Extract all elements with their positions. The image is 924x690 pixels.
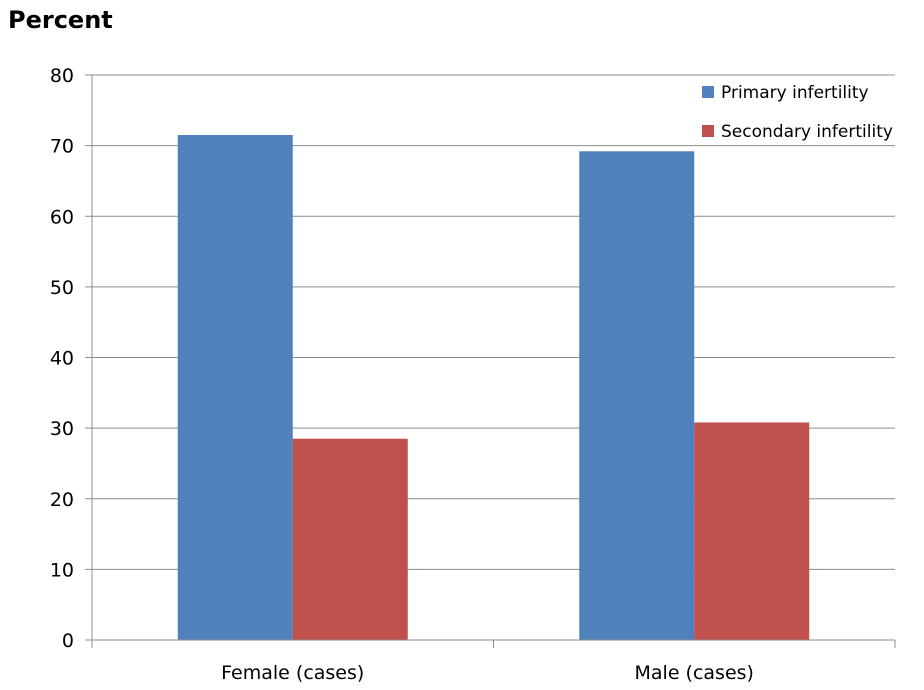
- legend-swatch: [702, 86, 714, 98]
- axes: [91, 75, 896, 648]
- legend-label: Primary infertility: [721, 83, 869, 103]
- y-tick-label: 50: [50, 277, 74, 299]
- y-tick-label: 60: [50, 206, 74, 228]
- y-tick-label: 10: [50, 559, 74, 581]
- y-axis-title: Percent: [8, 6, 113, 34]
- x-axis-labels: Female (cases) Male (cases): [221, 662, 754, 684]
- legend-label: Secondary infertility: [721, 122, 893, 142]
- bar-secondary-male: [694, 422, 810, 640]
- y-tick-label: 40: [50, 348, 74, 370]
- y-tick-label: 30: [50, 418, 74, 440]
- y-tick-label: 0: [62, 630, 74, 652]
- y-tick-label: 80: [50, 65, 74, 87]
- bar-primary-female: [177, 135, 293, 640]
- legend-swatch: [702, 125, 714, 137]
- y-tick-label: 20: [50, 489, 74, 511]
- x-category-label: Female (cases): [221, 662, 364, 684]
- y-axis-ticks: 0 10 20 30 40 50 60 70 80: [50, 65, 92, 652]
- bars: [177, 135, 810, 640]
- bar-secondary-female: [292, 438, 408, 640]
- y-tick-label: 70: [50, 136, 74, 158]
- legend: Primary infertility Secondary infertility: [702, 83, 893, 142]
- x-category-label: Male (cases): [635, 662, 754, 684]
- bar-primary-male: [579, 151, 695, 640]
